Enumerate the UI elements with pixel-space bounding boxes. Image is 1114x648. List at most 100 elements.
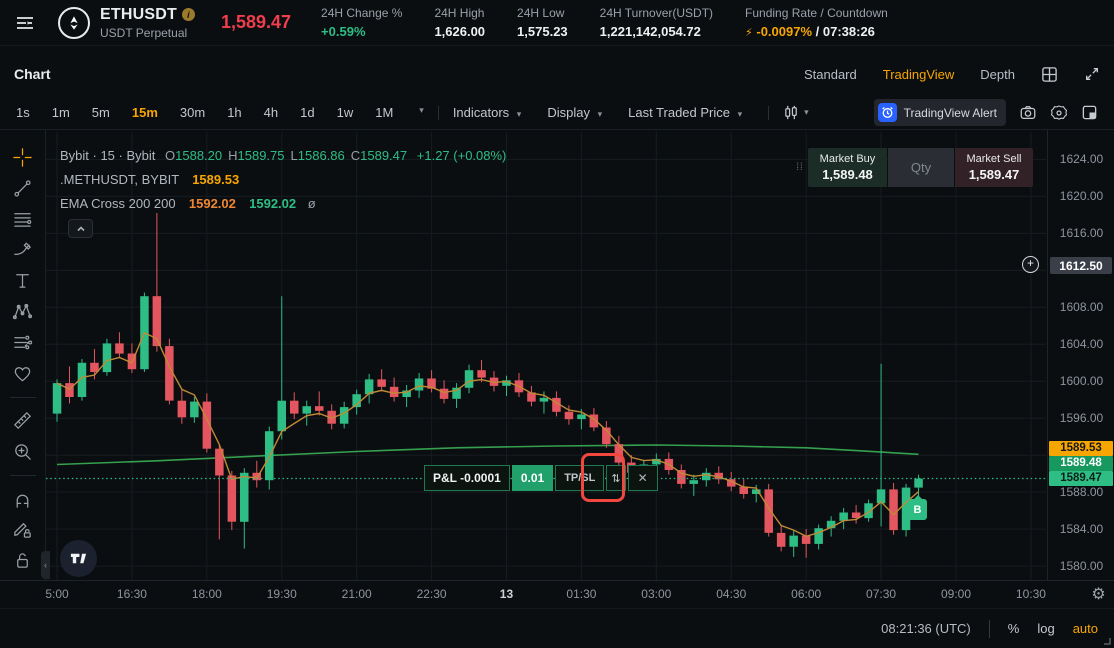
time-tick: 07:30 <box>866 587 897 601</box>
ema-value-1: 1592.02 <box>188 196 236 211</box>
view-tab-standard[interactable]: Standard <box>803 66 857 82</box>
view-tab-tradingview[interactable]: TradingView <box>882 66 955 82</box>
timeframe-1w[interactable]: 1w <box>336 105 354 120</box>
qty-input[interactable]: Qty <box>888 148 954 187</box>
caret-down-icon[interactable]: ▾ <box>419 105 424 115</box>
drag-handle-icon[interactable]: ⁞⁞ <box>796 162 804 173</box>
market-sell-button[interactable]: Market Sell 1,589.47 <box>955 148 1033 187</box>
reverse-position-button[interactable]: ⇅ <box>606 465 626 491</box>
legend-ohlc: O1588.20 H1589.75 L1586.86 C1589.47 <box>165 148 408 163</box>
market-buy-button[interactable]: Market Buy 1,589.48 <box>808 148 887 187</box>
utc-clock[interactable]: 08:21:36 (UTC) <box>881 621 971 636</box>
timeframe-1d[interactable]: 1d <box>300 105 315 120</box>
brush-tool-icon[interactable] <box>8 238 38 261</box>
panel-title: Chart <box>14 66 51 82</box>
tpsl-button[interactable]: TP/SL <box>555 465 605 491</box>
add-order-plus-icon[interactable]: + <box>1022 256 1039 273</box>
symbol-name: ETHUSDT <box>100 5 177 23</box>
view-tab-depth[interactable]: Depth <box>980 66 1015 82</box>
legend-line-ema[interactable]: EMA Cross 200 200 1592.02 1592.02 ø <box>60 192 506 216</box>
timeframe-1M[interactable]: 1M <box>375 105 394 120</box>
menu-icon[interactable] <box>14 12 36 34</box>
timeframe-5m[interactable]: 5m <box>91 105 110 120</box>
crosshair-price-label: 1612.50 <box>1050 257 1112 275</box>
resize-corner-icon[interactable] <box>1103 637 1111 645</box>
scale-%[interactable]: % <box>1007 621 1020 636</box>
ruler-tool-icon[interactable] <box>8 409 38 432</box>
stat-label: 24H High <box>434 6 485 20</box>
legend-collapse-button[interactable] <box>68 219 93 238</box>
heart-tool-icon[interactable] <box>8 362 38 385</box>
ema-hidden-icon[interactable]: ø <box>307 196 316 211</box>
market-sell-label: Market Sell <box>966 153 1022 165</box>
market-buy-price: 1,589.48 <box>822 167 873 182</box>
header-last-price: 1,589.47 <box>220 12 292 32</box>
xabcd-pattern-tool-icon[interactable] <box>8 300 38 323</box>
timeframe-4h[interactable]: 4h <box>263 105 279 120</box>
stat-0: 24H Change % +0.59% <box>321 6 402 39</box>
magnet-tool-icon[interactable] <box>8 488 38 511</box>
long-position-tool-icon[interactable] <box>8 331 38 354</box>
axis-settings-gear-icon[interactable]: ⚙ <box>1091 586 1106 603</box>
index-value: 1589.53 <box>192 172 240 187</box>
caret-down-icon: ▾ <box>737 109 743 119</box>
timeframe-15m[interactable]: 15m <box>131 105 158 120</box>
price-tag-0: 1589.53 <box>1049 440 1113 456</box>
timeframe-1s[interactable]: 1s <box>16 105 30 120</box>
chart-view-tabs: Standard TradingView Depth <box>804 66 1100 83</box>
menu-display[interactable]: Display ▾ <box>547 105 603 120</box>
drawing-toolbar <box>0 130 46 580</box>
time-tick: 06:00 <box>791 587 822 601</box>
position-qty-button[interactable]: 0.01 <box>511 465 554 491</box>
chart-panel-header: Chart Standard TradingView Depth <box>0 52 1114 96</box>
price-axis[interactable]: 1624.00 1620.00 1616.00 1608.00 1604.00 1600.… <box>1047 130 1114 580</box>
scale-auto[interactable]: auto <box>1072 621 1098 636</box>
text-tool-icon[interactable] <box>8 269 38 292</box>
legend-line-main[interactable]: Bybit · 15 · Bybit O1588.20 H1589.75 L1586… <box>60 144 506 168</box>
index-name: .METHUSDT, BYBIT <box>60 172 179 187</box>
candle-style-icon[interactable] <box>783 104 800 121</box>
layout-grid-icon[interactable] <box>1041 66 1058 83</box>
buy-order-marker[interactable]: B <box>908 495 927 520</box>
price-tag-2: 1589.47 <box>1049 470 1113 486</box>
time-tick: 10:30 <box>1015 587 1046 601</box>
fullscreen-icon[interactable] <box>1084 66 1100 82</box>
time-axis[interactable]: 5:00 16:30 18:00 19:30 21:00 22:30 13 01:30 03:0… <box>0 580 1114 608</box>
chart-settings-gear-icon[interactable] <box>1050 104 1068 122</box>
info-icon[interactable]: i <box>181 8 195 21</box>
trend-line-tool-icon[interactable] <box>8 177 38 200</box>
symbol-type: USDT Perpetual <box>100 25 188 40</box>
scale-log[interactable]: log <box>1037 621 1055 636</box>
stat-value: +0.59% <box>321 24 366 39</box>
tradingview-logo[interactable] <box>60 540 97 577</box>
caret-down-icon: ▾ <box>516 109 522 119</box>
legend-line-index[interactable]: .METHUSDT, BYBIT 1589.53 <box>60 168 506 192</box>
timeframe-1m[interactable]: 1m <box>51 105 70 120</box>
menu-list: Indicators ▾ Display ▾ Last Traded Price ▾ <box>453 105 768 120</box>
close-position-button[interactable]: ✕ <box>627 465 658 491</box>
crosshair-tool-icon[interactable] <box>8 146 38 169</box>
timeframe-30m[interactable]: 30m <box>179 105 206 120</box>
quick-order-widget: ⁞⁞ Market Buy 1,589.48 Qty Market Sell 1… <box>793 148 1033 187</box>
fib-retracement-tool-icon[interactable] <box>8 208 38 231</box>
drawing-lock-tool-icon[interactable] <box>8 518 38 541</box>
menu-last-traded-price[interactable]: Last Traded Price ▾ <box>628 105 743 120</box>
timeframe-1h[interactable]: 1h <box>227 105 242 120</box>
price-tick: 1596.00 <box>1059 411 1104 426</box>
lock-all-tool-icon[interactable] <box>8 549 38 572</box>
stat-label: 24H Change % <box>321 6 403 20</box>
stat-label: Funding Rate / Countdown <box>745 6 888 20</box>
symbol-group[interactable]: ETHUSDT i USDT Perpetual <box>58 6 195 40</box>
camera-icon[interactable] <box>1019 104 1037 122</box>
toolbar-collapse-handle[interactable]: ‹ <box>41 551 50 579</box>
zoom-in-tool-icon[interactable] <box>8 440 38 463</box>
menu-indicators[interactable]: Indicators ▾ <box>452 105 522 120</box>
tradingview-alert-button[interactable]: TradingView Alert <box>873 99 1006 126</box>
alarm-clock-icon <box>877 103 897 122</box>
price-tick: 1604.00 <box>1059 337 1104 352</box>
minimize-pip-icon[interactable] <box>1081 104 1098 121</box>
legend-change: +1.27 (+0.08%) <box>416 148 507 163</box>
scale-buttons: % log auto <box>1008 621 1098 636</box>
